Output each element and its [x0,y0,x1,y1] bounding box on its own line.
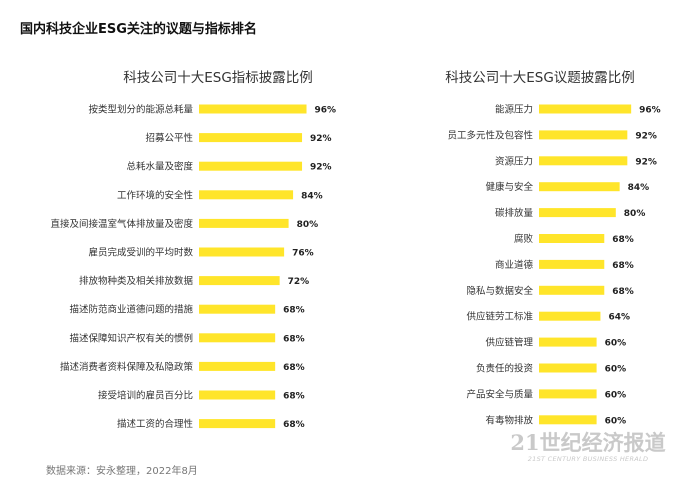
right-value-label: 92% [635,157,657,167]
right-category-label: 碳排放量 [495,207,534,219]
right-value-label: 92% [635,131,657,141]
right-category-label: 健康与安全 [485,181,533,193]
right-bar [539,311,601,321]
watermark-sub-text: 21ST CENTURY BUSINESS HERALD [527,455,649,463]
right-category-label: 负责任的投资 [476,363,534,375]
right-category-label: 供应链劳工标准 [466,311,533,323]
right-value-label: 68% [612,287,634,297]
left-category-label: 排放物种类及相关排放数据 [79,275,194,287]
left-value-label: 76% [292,249,314,259]
left-category-label: 接受培训的雇员百分比 [98,390,193,402]
right-bar [539,389,597,399]
left-category-label: 雇员完成受训的平均时数 [88,247,193,259]
left-value-label: 68% [283,334,305,344]
watermark-logo: 21世纪经济报道 21ST CENTURY BUSINESS HERALD [488,432,688,463]
left-value-label: 72% [288,277,310,287]
right-bar [539,182,620,192]
left-category-label: 总耗水量及密度 [126,161,193,173]
right-bar [539,208,616,218]
left-bar [199,218,289,228]
left-value-label: 96% [315,106,337,116]
right-bar [539,415,597,425]
right-category-label: 供应链管理 [485,337,533,349]
left-category-label: 按类型划分的能源总耗量 [88,104,193,116]
left-value-label: 68% [283,392,305,402]
left-bar [199,133,303,143]
right-bar [539,337,597,347]
right-category-label: 腐败 [514,233,534,245]
watermark-main-text: 21世纪经济报道 [510,430,666,455]
left-category-label: 描述防范商业道德问题的措施 [69,304,193,316]
right-value-label: 84% [628,183,650,193]
right-chart-title: 科技公司十大ESG议题披露比例 [445,70,635,86]
left-value-label: 68% [283,420,305,430]
left-category-label: 直接及间接温室气体排放量及密度 [50,218,193,230]
left-bar [199,247,285,257]
right-value-label: 60% [605,365,627,375]
left-value-label: 80% [297,220,319,230]
left-category-label: 描述消费者资料保障及私隐政策 [60,361,194,373]
right-category-label: 有毒物排放 [485,414,533,426]
left-category-label: 工作环境的安全性 [117,189,194,201]
right-bar [539,156,628,166]
right-value-label: 60% [605,416,627,426]
right-bar [539,130,628,140]
left-bar [199,276,280,286]
right-value-label: 96% [639,106,661,116]
left-bar [199,419,276,429]
right-bar [539,363,597,373]
left-category-label: 描述保障知识产权有关的惯例 [69,332,193,344]
left-value-label: 84% [301,191,323,201]
left-bar [199,304,276,314]
right-category-label: 员工多元性及包容性 [447,129,533,141]
right-bar [539,104,632,114]
right-value-label: 64% [608,313,630,323]
right-value-label: 80% [624,209,646,219]
left-category-label: 描述工资的合理性 [117,418,194,430]
right-category-label: 隐私与数据安全 [466,285,533,297]
right-bar [539,259,605,269]
right-value-label: 60% [605,339,627,349]
right-category-label: 能源压力 [495,104,533,116]
right-value-label: 68% [612,235,634,245]
left-value-label: 68% [283,306,305,316]
right-category-label: 产品安全与质量 [466,388,533,400]
left-value-label: 92% [310,134,332,144]
left-bar [199,390,276,400]
right-category-label: 商业道德 [495,259,534,271]
left-bar [199,161,303,171]
left-bar [199,190,294,200]
right-value-label: 68% [612,261,634,271]
left-chart-title: 科技公司十大ESG指标披露比例 [123,70,313,86]
page-title: 国内科技企业ESG关注的议题与指标排名 [20,22,257,37]
right-bar [539,285,605,295]
left-bar [199,361,276,371]
right-value-label: 60% [605,390,627,400]
left-value-label: 92% [310,163,332,173]
left-value-label: 68% [283,363,305,373]
left-bar [199,104,307,114]
left-bar [199,333,276,343]
left-category-label: 招募公平性 [145,132,193,144]
right-bar [539,234,605,243]
right-category-label: 资源压力 [495,155,533,167]
source-note: 数据来源：安永整理，2022年8月 [46,466,198,477]
